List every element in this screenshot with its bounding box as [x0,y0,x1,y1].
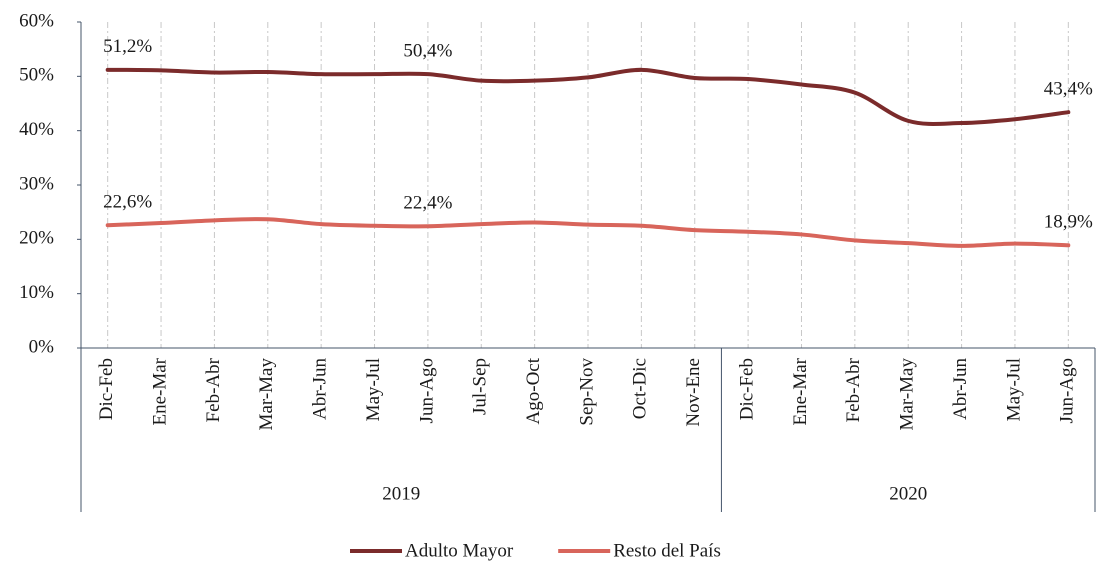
x-tick-label: Feb-Abr [203,357,224,422]
x-tick-label: Mar-May [897,358,918,431]
data-label: 22,6% [103,192,152,213]
x-tick-label: Abr-Jun [310,358,331,420]
x-tick-label: Dic-Feb [96,358,117,420]
x-tick-label: Ene-Mar [149,357,170,425]
group-label: 2019 [382,483,420,504]
x-tick-label: Ago-Oct [523,357,544,424]
data-label: 51,2% [103,36,152,57]
y-tick-label: 40% [19,119,54,140]
x-tick-label: Dic-Feb [736,358,757,420]
series-line [105,67,1071,126]
x-tick-label: Ene-Mar [790,357,811,425]
x-tick-label: Jun-Ago [416,358,437,423]
x-tick-label: Mar-May [256,358,277,431]
y-tick-label: 60% [19,10,54,31]
x-tick-label: Sep-Nov [576,358,597,426]
x-tick-label: May-Jul [1003,358,1024,421]
series-line [105,217,1071,248]
data-label: 43,4% [1044,79,1093,100]
legend-label: Resto del País [613,540,721,561]
x-tick-label: Nov-Ene [683,358,704,427]
x-tick-label: May-Jul [363,358,384,421]
data-label: 50,4% [403,41,452,62]
x-tick-label: Jul-Sep [470,358,491,415]
y-tick-label: 50% [19,65,54,86]
data-label: 18,9% [1044,212,1093,233]
data-label: 22,4% [403,193,452,214]
x-tick-label: Oct-Dic [630,358,651,419]
group-label: 2020 [889,483,927,504]
legend-label: Adulto Mayor [405,540,514,561]
x-tick-label: Abr-Jun [950,358,971,420]
x-tick-label: Feb-Abr [843,357,864,422]
y-tick-label: 10% [19,282,54,303]
y-tick-label: 0% [29,336,55,357]
y-tick-label: 20% [19,228,54,249]
x-tick-label: Jun-Ago [1057,358,1078,423]
y-tick-label: 30% [19,173,54,194]
